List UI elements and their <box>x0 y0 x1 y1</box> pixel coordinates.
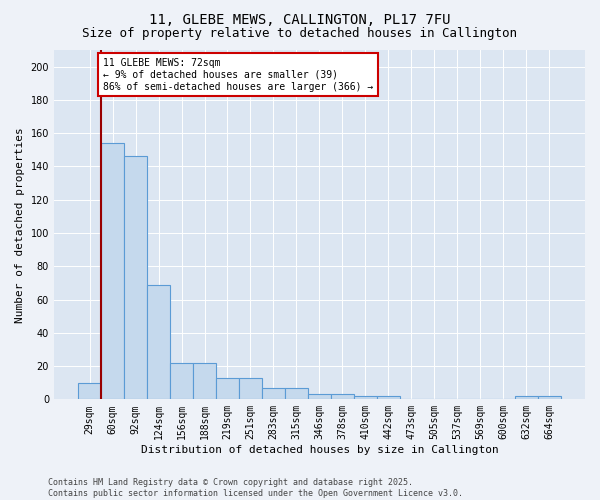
Bar <box>239 378 262 400</box>
Bar <box>216 378 239 400</box>
Bar <box>331 394 354 400</box>
Bar <box>262 388 285 400</box>
Bar <box>285 388 308 400</box>
Bar <box>354 396 377 400</box>
Bar <box>78 382 101 400</box>
Bar <box>101 143 124 400</box>
Bar <box>193 362 216 400</box>
Text: Contains HM Land Registry data © Crown copyright and database right 2025.
Contai: Contains HM Land Registry data © Crown c… <box>48 478 463 498</box>
Bar <box>538 396 561 400</box>
Y-axis label: Number of detached properties: Number of detached properties <box>15 127 25 322</box>
Bar <box>124 156 147 400</box>
Bar <box>147 284 170 400</box>
Text: 11, GLEBE MEWS, CALLINGTON, PL17 7FU: 11, GLEBE MEWS, CALLINGTON, PL17 7FU <box>149 12 451 26</box>
Bar <box>515 396 538 400</box>
Text: Size of property relative to detached houses in Callington: Size of property relative to detached ho… <box>83 28 517 40</box>
Bar <box>377 396 400 400</box>
Text: 11 GLEBE MEWS: 72sqm
← 9% of detached houses are smaller (39)
86% of semi-detach: 11 GLEBE MEWS: 72sqm ← 9% of detached ho… <box>103 58 374 92</box>
Bar <box>170 362 193 400</box>
X-axis label: Distribution of detached houses by size in Callington: Distribution of detached houses by size … <box>140 445 499 455</box>
Bar <box>308 394 331 400</box>
